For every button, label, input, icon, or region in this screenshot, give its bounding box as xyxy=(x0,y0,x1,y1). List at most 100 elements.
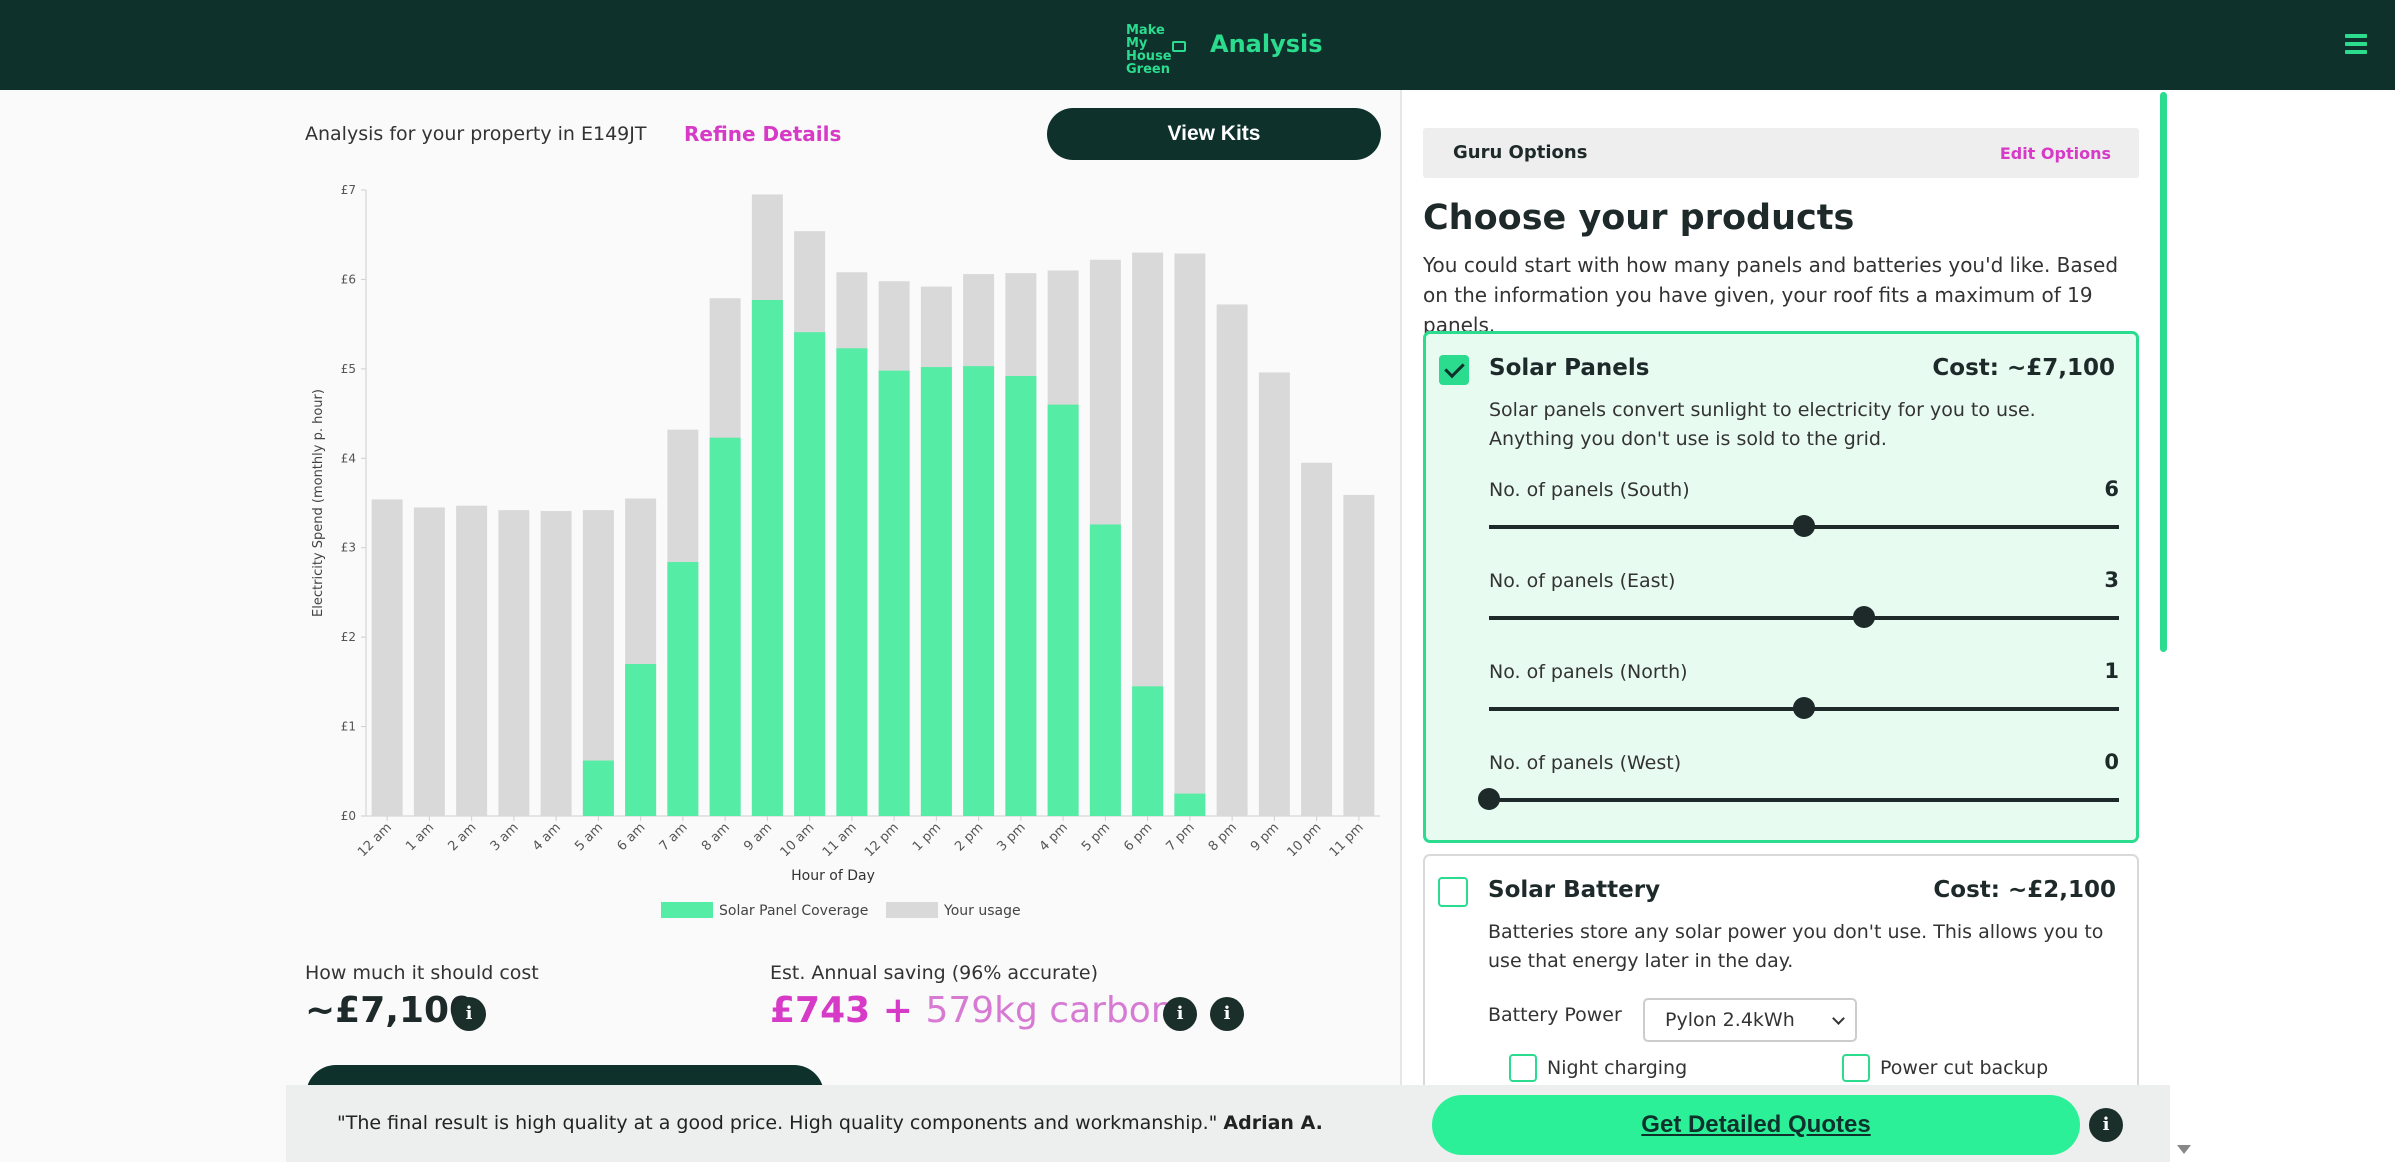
solar-bar xyxy=(1089,524,1121,816)
slider-thumb[interactable] xyxy=(1793,697,1815,719)
x-tick-label: 11 pm xyxy=(1327,820,1367,860)
legend-swatch-solar xyxy=(661,902,713,918)
x-tick-label: 5 pm xyxy=(1079,820,1113,854)
slider-thumb[interactable] xyxy=(1793,515,1815,537)
solar-bar xyxy=(963,366,995,816)
slider-value: 0 xyxy=(2104,750,2119,774)
legend-swatch-usage xyxy=(886,902,938,918)
slider-label: No. of panels (North) xyxy=(1489,661,1688,683)
usage-bar xyxy=(1343,494,1375,816)
x-tick-label: 12 pm xyxy=(862,820,902,860)
solar-bar xyxy=(836,348,868,816)
saving-info-icon[interactable]: i xyxy=(1163,997,1197,1031)
solar-panels-checkbox[interactable] xyxy=(1439,355,1469,385)
get-detailed-quotes-button[interactable]: Get Detailed Quotes xyxy=(1432,1095,2080,1155)
slider-thumb[interactable] xyxy=(1478,788,1500,810)
y-tick-label: £0 xyxy=(341,809,356,823)
carbon-info-icon[interactable]: i xyxy=(1210,997,1244,1031)
battery-power-label: Battery Power xyxy=(1488,1004,1622,1026)
x-tick-label: 8 am xyxy=(699,820,733,854)
testimonial: "The final result is high quality at a g… xyxy=(337,1112,1323,1134)
top-bar: Make My House Green Analysis xyxy=(0,0,2395,90)
slider-label: No. of panels (West) xyxy=(1489,752,1682,774)
slider-west: No. of panels (West) 0 xyxy=(1478,750,2119,812)
solar-bar xyxy=(794,332,826,816)
view-kits-button[interactable]: View Kits xyxy=(1047,108,1381,160)
electricity-spend-chart: £0 £1 £2 £3 £4 £5 £6 £7 12 am 1 am 2 am 3 am 4 am 5 a… xyxy=(311,183,1380,919)
slider-track[interactable] xyxy=(1489,798,2119,802)
night-charging-checkbox[interactable] xyxy=(1509,1054,1537,1082)
analysis-panel xyxy=(0,90,1400,1162)
usage-bar xyxy=(1216,304,1248,816)
usage-bar xyxy=(540,511,572,816)
panel-divider xyxy=(1400,90,1402,1162)
legend-label-usage: Your usage xyxy=(943,903,1021,919)
x-tick-label: 5 am xyxy=(572,820,606,854)
solar-bar xyxy=(709,437,741,816)
solar-battery-checkbox[interactable] xyxy=(1438,877,1468,907)
x-axis-title: Hour of Day xyxy=(791,868,875,884)
battery-power-select[interactable]: Pylon 2.4kWh xyxy=(1643,998,1857,1042)
night-charging-label: Night charging xyxy=(1547,1057,1688,1079)
solar-bar xyxy=(920,367,952,816)
solar-panels-description: Solar panels convert sunlight to electri… xyxy=(1489,399,2036,450)
saving-carbon: 579kg carbon xyxy=(925,990,1174,1031)
usage-bar xyxy=(371,499,403,816)
saving-label: Est. Annual saving (96% accurate) xyxy=(770,962,1098,984)
y-tick-label: £2 xyxy=(341,630,356,644)
x-tick-label: 3 am xyxy=(488,820,522,854)
power-cut-backup-checkbox[interactable] xyxy=(1842,1054,1870,1082)
x-tick-label: 1 am xyxy=(403,820,437,854)
solar-panels-cost: Cost: ~£7,100 xyxy=(1932,355,2115,381)
cost-label: How much it should cost xyxy=(305,962,539,984)
scroll-down-arrow-icon[interactable] xyxy=(2177,1145,2191,1154)
saving-value: £743 + 579kg carbon xyxy=(770,990,1174,1031)
testimonial-text: "The final result is high quality at a g… xyxy=(337,1112,1218,1134)
x-tick-label: 3 pm xyxy=(995,820,1029,854)
y-tick-label: £3 xyxy=(341,541,356,555)
app-logo[interactable]: Make My House Green xyxy=(1126,24,1188,76)
quotes-info-icon[interactable]: i xyxy=(2089,1108,2123,1142)
x-tick-label: 6 am xyxy=(614,820,648,854)
x-tick-label: 2 pm xyxy=(952,820,986,854)
hamburger-icon[interactable] xyxy=(2345,34,2367,56)
solar-bar xyxy=(1132,686,1164,816)
y-tick-label: £5 xyxy=(341,362,356,376)
analysis-location-text: Analysis for your property in E149JT xyxy=(305,123,647,145)
y-axis-title: Electricity Spend (monthly p. hour) xyxy=(311,389,326,617)
y-tick-label: £6 xyxy=(341,272,356,286)
usage-bar xyxy=(1258,372,1290,816)
scrollbar-thumb[interactable] xyxy=(2160,92,2167,652)
slider-value: 3 xyxy=(2104,568,2119,592)
page-title: Analysis xyxy=(1210,30,1323,58)
solar-panels-card[interactable]: Solar Panels Cost: ~£7,100 Solar panels … xyxy=(1423,331,2139,843)
guru-options-title: Guru Options xyxy=(1453,142,1588,163)
cost-info-icon[interactable]: i xyxy=(452,997,486,1031)
y-tick-label: £7 xyxy=(341,183,356,197)
slider-thumb[interactable] xyxy=(1852,606,1875,628)
solar-bar xyxy=(582,760,614,816)
solar-bar xyxy=(1005,376,1037,816)
slider-north: No. of panels (North) 1 xyxy=(1489,659,2119,721)
usage-bar xyxy=(1174,253,1206,817)
choose-products-heading: Choose your products xyxy=(1423,198,1855,238)
guru-options-bar: Guru Options Edit Options xyxy=(1423,128,2139,178)
slider-track[interactable] xyxy=(1489,616,2119,620)
power-cut-backup-label: Power cut backup xyxy=(1880,1057,2049,1079)
refine-details-link[interactable]: Refine Details xyxy=(684,122,842,146)
x-tick-label: 10 pm xyxy=(1284,820,1324,860)
x-tick-label: 9 pm xyxy=(1248,820,1282,854)
edit-options-link[interactable]: Edit Options xyxy=(1999,144,2111,163)
solar-panels-title: Solar Panels xyxy=(1489,355,1650,381)
battery-power-selected: Pylon 2.4kWh xyxy=(1665,1009,1795,1031)
slider-value: 6 xyxy=(2104,477,2119,501)
slider-label: No. of panels (East) xyxy=(1489,570,1676,592)
solar-battery-cost: Cost: ~£2,100 xyxy=(1933,877,2116,903)
slider-label: No. of panels (South) xyxy=(1489,479,1690,501)
logo-line-2: House xyxy=(1126,49,1172,64)
x-tick-label: 4 am xyxy=(530,820,564,854)
x-tick-label: 4 pm xyxy=(1037,820,1071,854)
legend-label-solar: Solar Panel Coverage xyxy=(719,903,868,919)
cart-icon xyxy=(1172,41,1186,52)
x-tick-label: 12 am xyxy=(355,820,395,860)
